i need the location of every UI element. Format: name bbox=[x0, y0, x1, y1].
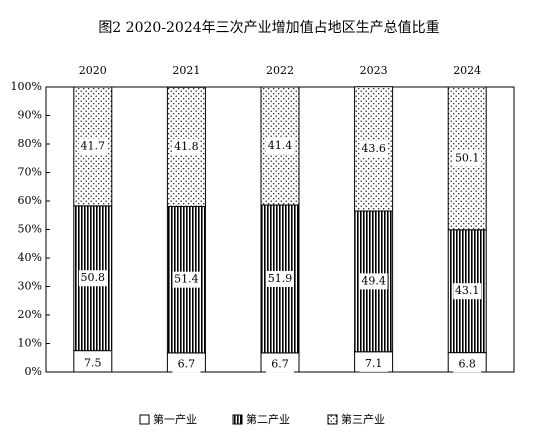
value-label: 50.1 bbox=[455, 151, 480, 164]
value-label-box bbox=[453, 150, 482, 167]
x-tick-label: 2024 bbox=[453, 64, 481, 77]
y-tick-label: 0% bbox=[25, 365, 42, 378]
legend-swatch bbox=[327, 414, 338, 425]
value-label: 7.5 bbox=[84, 356, 102, 369]
x-tick-label: 2020 bbox=[79, 64, 107, 77]
value-label: 41.4 bbox=[268, 139, 293, 152]
value-label-box bbox=[172, 138, 201, 155]
y-tick-label: 50% bbox=[18, 223, 42, 236]
value-label: 50.8 bbox=[81, 271, 106, 284]
value-label-box bbox=[359, 273, 388, 290]
chart-title: 图2 2020-2024年三次产业增加值占地区生产总值比重 bbox=[98, 20, 439, 36]
value-label-box bbox=[172, 271, 201, 288]
x-tick-label: 2021 bbox=[172, 64, 200, 77]
value-label-box bbox=[266, 356, 294, 373]
value-label: 7.1 bbox=[365, 357, 383, 370]
value-label-box bbox=[78, 138, 107, 155]
y-tick-label: 30% bbox=[18, 280, 42, 293]
y-tick-label: 40% bbox=[18, 251, 42, 264]
value-label-box bbox=[359, 355, 388, 372]
value-label-box bbox=[266, 270, 294, 287]
value-label: 6.7 bbox=[271, 357, 289, 370]
y-tick-label: 70% bbox=[18, 166, 42, 179]
legend-swatch bbox=[232, 414, 243, 425]
legend-label: 第二产业 bbox=[246, 412, 290, 426]
y-tick-label: 10% bbox=[18, 337, 42, 350]
value-label: 43.6 bbox=[361, 142, 386, 155]
x-tick-label: 2023 bbox=[360, 64, 388, 77]
value-label-box bbox=[172, 356, 201, 373]
legend-swatch bbox=[139, 414, 150, 425]
value-label-box bbox=[453, 356, 482, 373]
y-tick-label: 20% bbox=[18, 308, 42, 321]
legend-label: 第三产业 bbox=[341, 412, 385, 426]
y-tick-label: 90% bbox=[18, 109, 42, 122]
value-label-box bbox=[359, 140, 388, 157]
y-tick-label: 80% bbox=[18, 137, 42, 150]
value-label: 6.7 bbox=[178, 357, 196, 370]
y-tick-label: 60% bbox=[18, 194, 42, 207]
value-label: 41.8 bbox=[174, 140, 199, 153]
legend-label: 第一产业 bbox=[153, 412, 197, 426]
value-label-box bbox=[78, 270, 107, 287]
value-label: 41.7 bbox=[81, 139, 106, 152]
value-label: 51.9 bbox=[268, 272, 293, 285]
value-label: 43.1 bbox=[455, 284, 480, 297]
value-label: 49.4 bbox=[361, 274, 386, 287]
value-label: 51.4 bbox=[174, 273, 199, 286]
x-tick-label: 2022 bbox=[266, 64, 294, 77]
value-label-box bbox=[453, 283, 482, 300]
value-label-box bbox=[78, 355, 107, 372]
y-tick-label: 100% bbox=[11, 80, 42, 93]
value-label-box bbox=[266, 137, 294, 154]
value-label: 6.8 bbox=[458, 357, 476, 370]
